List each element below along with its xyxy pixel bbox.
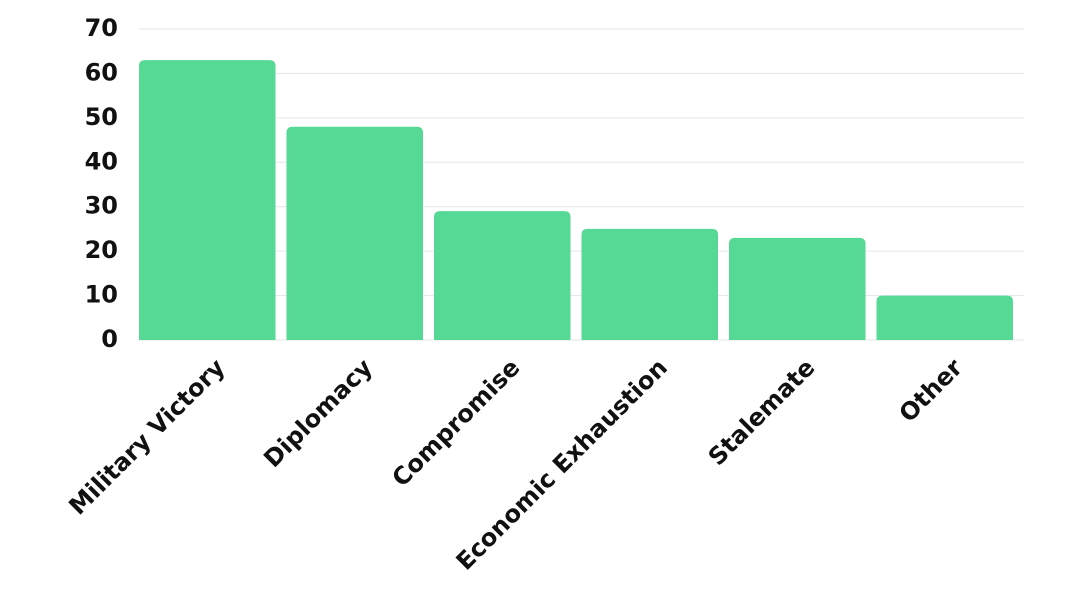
- x-tick-label: Stalemate: [703, 353, 821, 471]
- y-tick-label: 70: [85, 14, 118, 42]
- bar: [286, 126, 423, 340]
- x-tick-label: Diplomacy: [258, 353, 378, 473]
- y-tick-label: 30: [85, 192, 118, 220]
- x-tick-label: Military Victory: [63, 353, 230, 520]
- bar: [729, 237, 866, 340]
- y-tick-label: 40: [85, 147, 118, 175]
- bar: [139, 60, 276, 340]
- x-tick-label: Other: [894, 353, 968, 427]
- y-tick-label: 20: [85, 236, 118, 264]
- y-tick-label: 0: [101, 325, 118, 353]
- y-tick-label: 10: [85, 281, 118, 309]
- y-tick-label: 50: [85, 103, 118, 131]
- bar: [581, 228, 718, 340]
- x-tick-label: Compromise: [387, 353, 526, 492]
- y-tick-label: 60: [85, 58, 118, 86]
- bar: [876, 295, 1013, 340]
- bar: [434, 211, 571, 340]
